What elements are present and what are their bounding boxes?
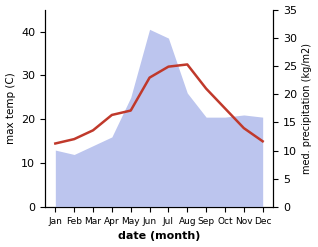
X-axis label: date (month): date (month)	[118, 231, 200, 242]
Y-axis label: med. precipitation (kg/m2): med. precipitation (kg/m2)	[302, 43, 313, 174]
Y-axis label: max temp (C): max temp (C)	[5, 72, 16, 144]
